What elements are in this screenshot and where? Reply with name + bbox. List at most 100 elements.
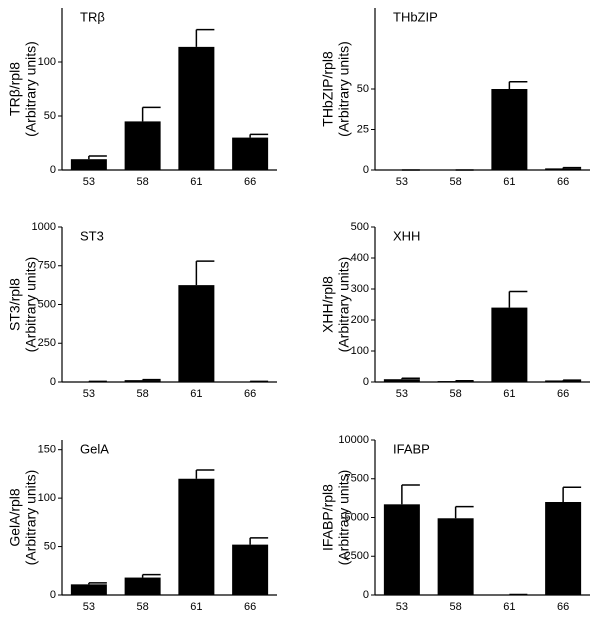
y-tick-label: 10000 [338,434,369,446]
y-axis-label: TRβ/rpl8 [7,62,23,116]
chart-panel: 0 250 500 750 1000 ST3 ST3/rpl8 (Arbitrary unit… [7,221,277,400]
bar [232,544,269,595]
y-tick-label: 7500 [345,473,369,485]
y-axis-label: (Arbitrary units) [336,470,352,566]
y-axis-label: GelA/rpl8 [7,488,23,547]
y-axis-label: THbZIP/rpl8 [320,51,336,127]
error-bar [562,166,582,169]
bar [545,168,582,170]
x-tick-label: 66 [244,601,256,613]
y-tick-label: 100 [38,56,56,68]
bar [124,121,161,170]
y-tick-label: 100 [351,345,369,357]
y-axis-label: (Arbitrary units) [336,257,352,353]
bar [545,380,582,382]
y-tick-label: 250 [38,337,56,349]
bar [437,518,474,595]
bar [178,285,215,382]
error-bar [508,80,528,89]
y-tick-label: 25 [357,123,369,135]
error-bar [195,469,215,479]
bar [178,478,215,595]
chart-title: TRβ [80,9,105,24]
y-tick-label: 300 [351,283,369,295]
y-tick-label: 50 [357,83,369,95]
bar [491,89,528,170]
y-tick-label: 0 [363,376,369,388]
y-tick-label: 0 [363,164,369,176]
bar [383,504,420,595]
error-bar [88,582,107,585]
x-tick-label: 66 [244,176,256,188]
y-axis-label: ST3/rpl8 [7,278,23,331]
bar [437,381,474,382]
y-axis-label: IFABP/rpl8 [320,484,336,551]
x-tick-label: 58 [450,601,462,613]
chart-title: THbZIP [393,9,438,24]
x-tick-label: 58 [450,176,462,188]
error-bar [249,133,269,138]
error-bar [562,486,582,502]
y-tick-label: 100 [38,492,56,504]
x-tick-label: 66 [557,601,569,613]
chart-panel: 0 25 50 THbZIP THbZIP/rpl8 (Arbitrary units) 5… [320,8,590,188]
bar [70,584,107,595]
x-tick-label: 66 [557,388,569,400]
x-tick-label: 61 [503,601,515,613]
x-tick-label: 58 [137,176,149,188]
y-tick-label: 50 [44,540,56,552]
chart-panel: 0 100 200 300 400 500 XHH XHH/rpl8 (Arbitrary un… [320,221,590,400]
y-axis-label: XHH/rpl8 [320,276,336,333]
bar [383,379,420,382]
y-tick-label: 500 [38,298,56,310]
error-bar [141,573,161,578]
y-tick-label: 2500 [345,550,369,562]
y-axis-label: (Arbitrary units) [336,41,352,137]
x-tick-label: 58 [137,601,149,613]
y-tick-label: 750 [38,260,56,272]
bar [124,577,161,595]
y-tick-label: 5000 [345,511,369,523]
x-tick-label: 61 [503,388,515,400]
x-tick-label: 61 [190,601,202,613]
error-bar [195,28,215,47]
y-tick-label: 500 [351,221,369,233]
error-bar [141,106,161,122]
y-axis-label: (Arbitrary units) [23,257,39,353]
y-tick-label: 200 [351,314,369,326]
x-tick-label: 66 [557,176,569,188]
x-tick-label: 58 [450,388,462,400]
x-tick-label: 61 [190,388,202,400]
y-tick-label: 0 [50,376,56,388]
x-tick-label: 61 [190,176,202,188]
y-axis-label: (Arbitrary units) [23,41,39,137]
x-tick-label: 66 [244,388,256,400]
x-tick-label: 61 [503,176,515,188]
chart-panel: 0 50 100 TRβ TRβ/rpl8 (Arbitrary units) 53 58 61… [7,8,277,188]
bar [124,380,161,382]
bar [232,137,269,170]
y-tick-label: 150 [38,444,56,456]
chart-title: GelA [80,441,109,456]
chart-title: IFABP [393,441,430,456]
chart-panel: 0 2500 5000 7500 10000 IFABP IFABP/rpl8 (Arbitr… [320,434,590,613]
y-axis-label: (Arbitrary units) [23,470,39,566]
bar [491,307,528,382]
error-bar [508,290,528,308]
y-tick-label: 1000 [32,221,56,233]
x-tick-label: 53 [83,388,95,400]
y-tick-label: 0 [363,589,369,601]
error-bar [454,505,474,519]
x-tick-label: 58 [137,388,149,400]
error-bar [195,260,215,286]
chart-title: XHH [393,228,420,243]
y-tick-label: 400 [351,252,369,264]
chart-panel: 0 50 100 150 GelA GelA/rpl8 (Arbitrary units) 5… [7,440,277,613]
x-tick-label: 53 [83,176,95,188]
y-tick-label: 0 [50,589,56,601]
error-bar [249,537,269,545]
bar [70,159,107,170]
error-bar [401,377,420,380]
x-tick-label: 53 [396,388,408,400]
